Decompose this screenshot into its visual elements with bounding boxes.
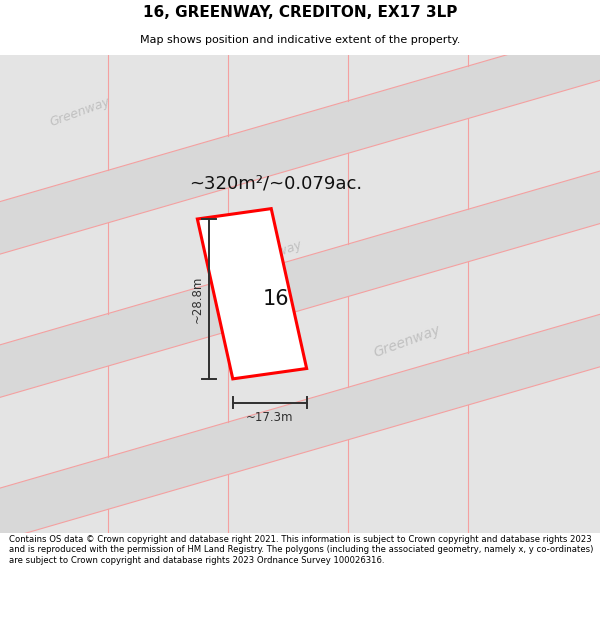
Polygon shape [0,0,600,219]
Text: Map shows position and indicative extent of the property.: Map shows position and indicative extent… [140,34,460,44]
Polygon shape [0,154,600,415]
Text: ~28.8m: ~28.8m [190,275,203,322]
Polygon shape [0,297,600,558]
Text: Contains OS data © Crown copyright and database right 2021. This information is : Contains OS data © Crown copyright and d… [9,535,593,565]
Text: Greenway: Greenway [372,323,443,360]
Text: Greenway: Greenway [240,239,304,272]
Text: Greenway: Greenway [48,96,112,129]
Polygon shape [0,11,600,271]
Text: 16: 16 [263,289,289,309]
Polygon shape [0,349,600,625]
Text: ~17.3m: ~17.3m [246,411,293,424]
Text: ~320m²/~0.079ac.: ~320m²/~0.079ac. [190,175,362,193]
Polygon shape [197,209,307,379]
Polygon shape [0,63,600,362]
Text: 16, GREENWAY, CREDITON, EX17 3LP: 16, GREENWAY, CREDITON, EX17 3LP [143,4,457,19]
Polygon shape [0,206,600,506]
